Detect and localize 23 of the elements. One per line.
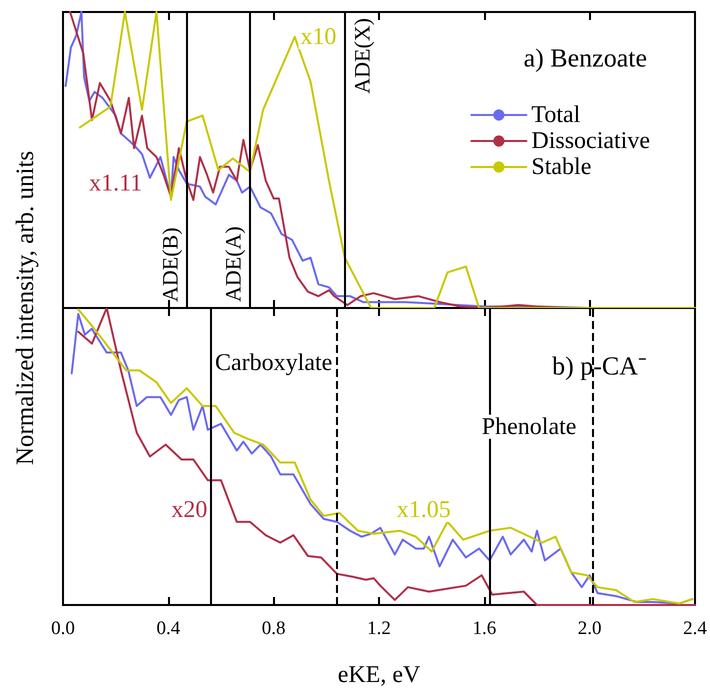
ref-line-label: ADE(B) — [157, 227, 182, 302]
text: b) p-CA⁻ — [552, 352, 648, 380]
legend-label: Total — [531, 102, 581, 128]
annotation: Carboxylate — [215, 350, 332, 376]
annotation: x1.11 — [89, 170, 142, 197]
x-tick-label: 2.0 — [578, 618, 602, 639]
x-tick-label: 0.8 — [262, 618, 286, 639]
annotation: Phenolate — [482, 414, 576, 440]
x-tick-label: 1.2 — [367, 618, 391, 639]
x-tick-label: 0.4 — [156, 618, 181, 639]
ref-line-label: ADE(X) — [349, 18, 374, 94]
annotation: x1.05 — [396, 496, 451, 523]
annotation: x10 — [300, 24, 336, 50]
ref-line-label: ADE(A) — [220, 226, 246, 302]
legend-label: Stable — [531, 154, 592, 180]
x-tick-label: 1.6 — [472, 618, 496, 639]
x-tick-label: 0.0 — [51, 618, 75, 639]
x-tick-label: 2.4 — [683, 618, 708, 639]
legend-label: Dissociative — [531, 128, 650, 154]
x-axis-title: eKE, eV — [338, 662, 421, 688]
text: a) Benzoate — [524, 44, 648, 72]
annotation: x20 — [171, 496, 208, 523]
y-axis-title: Normalized intensity, arb. units — [12, 150, 40, 466]
